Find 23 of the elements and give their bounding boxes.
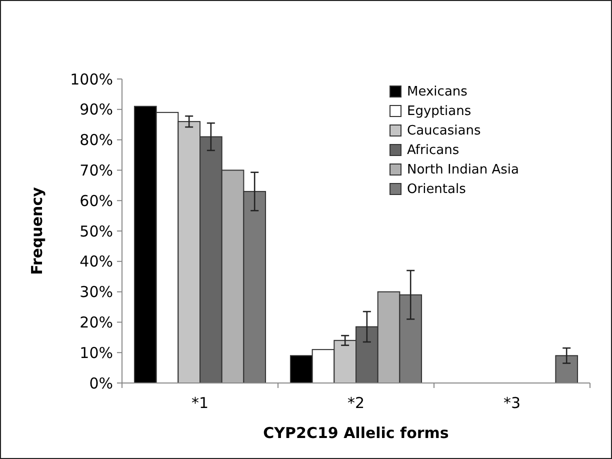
legend-label: Africans <box>407 143 460 158</box>
legend-label: Orientals <box>407 182 466 198</box>
x-tick-label: *3 <box>503 394 521 412</box>
y-tick-label: 0% <box>89 374 113 392</box>
y-tick-label: 70% <box>80 161 113 180</box>
legend-label: Caucasians <box>407 124 481 139</box>
y-tick-label: 40% <box>80 252 113 271</box>
y-tick-label: 20% <box>80 313 113 332</box>
y-tick-label: 50% <box>80 222 113 240</box>
y-tick-label: 90% <box>80 100 113 119</box>
y-axis-title: Frequency <box>28 186 46 275</box>
legend-label: Egyptians <box>407 104 472 120</box>
y-tick-label: 80% <box>80 131 113 150</box>
x-tick-label: *2 <box>347 394 365 412</box>
y-tick-label: 100% <box>70 70 113 88</box>
legend-label: Mexicans <box>407 84 468 100</box>
x-tick-label: *1 <box>191 394 209 412</box>
y-tick-label: 30% <box>80 283 113 302</box>
x-axis-title: CYP2C19 Allelic forms <box>263 424 449 442</box>
y-tick-label: 60% <box>80 192 113 210</box>
legend-label: North Indian Asia <box>407 162 520 178</box>
bar <box>555 355 578 384</box>
y-tick-label: 10% <box>80 344 113 362</box>
